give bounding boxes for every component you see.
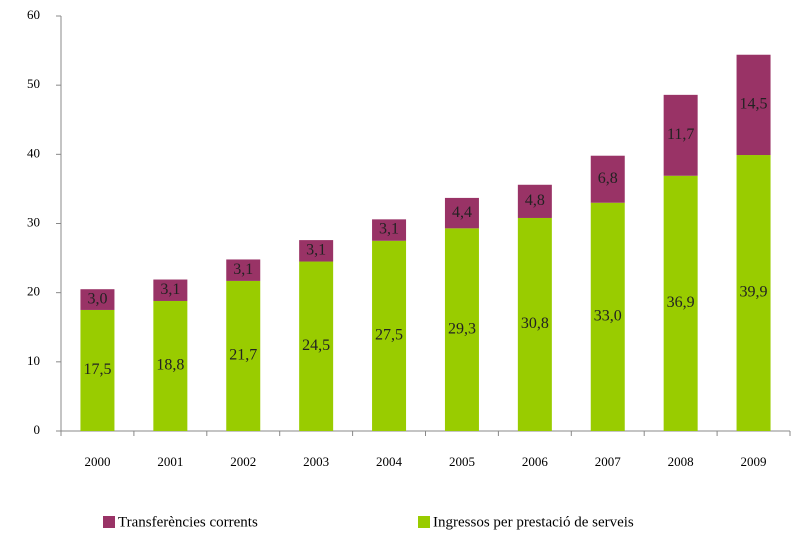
x-tick-label: 2004 (376, 454, 403, 469)
value-label: 18,8 (156, 357, 184, 374)
bar-segment (80, 289, 115, 310)
bar-segment (736, 54, 771, 156)
x-tick-label: 2009 (741, 454, 767, 469)
value-label: 3,0 (87, 290, 107, 307)
x-tick-label: 2002 (230, 454, 256, 469)
x-tick-label: 2000 (84, 454, 110, 469)
bar-segment (299, 240, 334, 262)
value-label: 30,8 (521, 315, 549, 332)
x-tick-label: 2005 (449, 454, 475, 469)
bar-segment (226, 259, 261, 281)
value-label: 39,9 (740, 284, 768, 301)
x-tick-label: 2008 (668, 454, 694, 469)
bar-segment (299, 261, 334, 431)
y-tick-label: 30 (27, 214, 40, 229)
value-label: 6,8 (598, 170, 618, 187)
bar-segment (372, 240, 407, 431)
y-tick-label: 40 (27, 145, 40, 160)
legend-label: Transferències corrents (118, 514, 258, 530)
bar-segment (444, 197, 479, 229)
bar-segment (663, 94, 698, 176)
value-label: 24,5 (302, 337, 330, 354)
y-tick-label: 60 (27, 7, 40, 22)
value-label: 14,5 (740, 96, 768, 113)
value-label: 33,0 (594, 308, 622, 325)
bar-segment (153, 279, 188, 301)
value-label: 3,1 (379, 221, 399, 238)
value-label: 21,7 (229, 347, 257, 364)
x-tick-label: 2001 (157, 454, 183, 469)
bar-segment (590, 155, 625, 203)
bar-segment (80, 309, 115, 431)
bar-segment (517, 217, 552, 431)
x-tick-label: 2003 (303, 454, 329, 469)
value-label: 3,1 (233, 261, 253, 278)
bar-segment (372, 219, 407, 241)
value-label: 17,5 (83, 361, 111, 378)
value-label: 4,8 (525, 192, 545, 209)
y-tick-label: 10 (27, 353, 40, 368)
legend-label: Ingressos per prestació de serveis (433, 514, 634, 530)
value-label: 3,1 (306, 241, 326, 258)
value-label: 29,3 (448, 320, 476, 337)
y-tick-label: 20 (27, 284, 40, 299)
value-label: 3,1 (160, 281, 180, 298)
value-label: 4,4 (452, 204, 472, 221)
bar-segment (736, 155, 771, 431)
y-tick-label: 50 (27, 76, 40, 91)
legend-swatch (418, 516, 430, 528)
value-label: 36,9 (667, 294, 695, 311)
bar-segment (517, 184, 552, 218)
bar-segment (444, 228, 479, 431)
bar-segment (663, 175, 698, 431)
x-tick-label: 2006 (522, 454, 549, 469)
value-label: 11,7 (667, 126, 694, 143)
value-label: 27,5 (375, 327, 403, 344)
bar-segment (226, 280, 261, 431)
x-tick-label: 2007 (595, 454, 622, 469)
bar-segment (153, 300, 188, 431)
bar-segment (590, 202, 625, 431)
legend-swatch (103, 516, 115, 528)
y-tick-label: 0 (34, 422, 41, 437)
